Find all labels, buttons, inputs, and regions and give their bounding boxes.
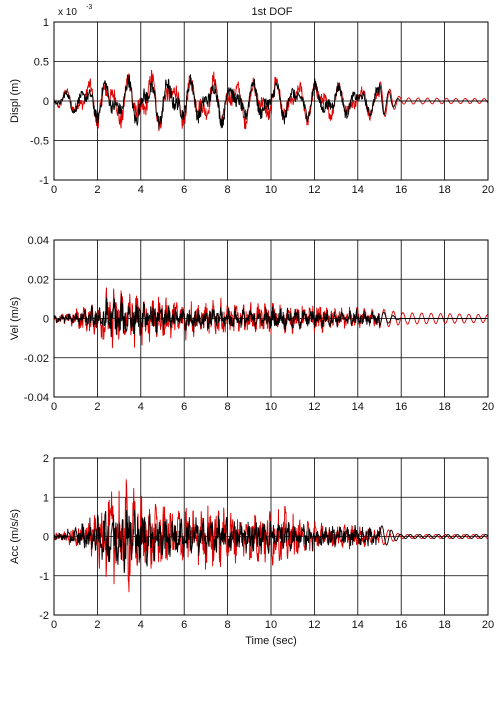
plot-frame — [53, 239, 489, 398]
x-tick-label: 0 — [51, 184, 57, 196]
y-tick-label: 1 — [43, 17, 49, 29]
x-tick-label: 8 — [225, 401, 231, 413]
exponent-power: -3 — [86, 4, 92, 11]
x-tick-label: 10 — [265, 619, 277, 631]
x-tick-label: 18 — [438, 184, 450, 196]
series-line-red — [53, 287, 488, 349]
exponent-label: x 10 — [58, 7, 77, 18]
x-tick-label: 18 — [438, 619, 450, 631]
x-tick-label: 20 — [482, 619, 494, 631]
x-tick-label: 16 — [395, 401, 407, 413]
x-tick-label: 6 — [181, 184, 187, 196]
x-tick-label: 10 — [265, 184, 277, 196]
x-tick-label: 4 — [138, 401, 144, 413]
y-axis-label: Acc (m/s/s) — [9, 509, 21, 564]
subplot-2: 0 2 4 6 8 10 12 14 16 18 20 -0.04 -0.02 0 0.02 0.04 Vel … — [9, 235, 494, 413]
x-tick-label: 0 — [51, 619, 57, 631]
x-tick-label: 14 — [352, 401, 364, 413]
x-tick-label: 16 — [395, 184, 407, 196]
subplot-1: 0 2 4 6 8 10 12 14 16 18 20 -1 -0.5 0 0.5 1 Displ (m) — [9, 17, 494, 196]
x-tick-label: 2 — [94, 619, 100, 631]
x-tick-label: 8 — [225, 184, 231, 196]
y-axis-label: Displ (m) — [9, 79, 21, 123]
series-line-black — [53, 509, 489, 574]
y-tick-label: -0.04 — [24, 392, 49, 404]
figure-title: 1st DOF — [252, 6, 293, 18]
series-line-black — [53, 74, 488, 130]
y-tick-label: 0.04 — [28, 235, 49, 247]
y-tick-label: -1 — [39, 571, 49, 583]
x-tick-label: 4 — [138, 619, 144, 631]
x-tick-label: 2 — [94, 184, 100, 196]
x-axis-label: Time (sec) — [245, 635, 297, 647]
y-tick-label: -1 — [39, 175, 49, 187]
y-tick-label: -0.5 — [30, 136, 49, 148]
series-line-black — [53, 293, 488, 338]
y-tick-label: 0 — [43, 532, 49, 544]
y-axis-label: Vel (m/s) — [9, 297, 21, 340]
y-tick-label: 2 — [43, 453, 49, 465]
y-tick-label: 0.5 — [34, 57, 49, 69]
x-tick-label: 6 — [181, 619, 187, 631]
y-tick-label: 1 — [43, 492, 49, 504]
plot-frame — [53, 21, 489, 181]
y-tick-label: 0 — [43, 314, 49, 326]
x-tick-label: 18 — [438, 401, 450, 413]
x-tick-label: 14 — [352, 184, 364, 196]
y-tick-label: 0.02 — [28, 274, 49, 286]
y-tick-label: -0.02 — [24, 353, 49, 365]
x-tick-label: 20 — [482, 184, 494, 196]
x-tick-label: 16 — [395, 619, 407, 631]
x-tick-label: 20 — [482, 401, 494, 413]
plot-frame — [53, 457, 489, 616]
x-tick-label: 8 — [225, 619, 231, 631]
x-tick-label: 0 — [51, 401, 57, 413]
x-tick-label: 14 — [352, 619, 364, 631]
x-tick-label: 12 — [308, 184, 320, 196]
x-tick-label: 12 — [308, 619, 320, 631]
x-tick-label: 12 — [308, 401, 320, 413]
x-tick-label: 6 — [181, 401, 187, 413]
x-tick-label: 10 — [265, 401, 277, 413]
y-tick-label: -2 — [39, 610, 49, 622]
x-tick-label: 4 — [138, 184, 144, 196]
y-tick-label: 0 — [43, 96, 49, 108]
x-tick-label: 2 — [94, 401, 100, 413]
